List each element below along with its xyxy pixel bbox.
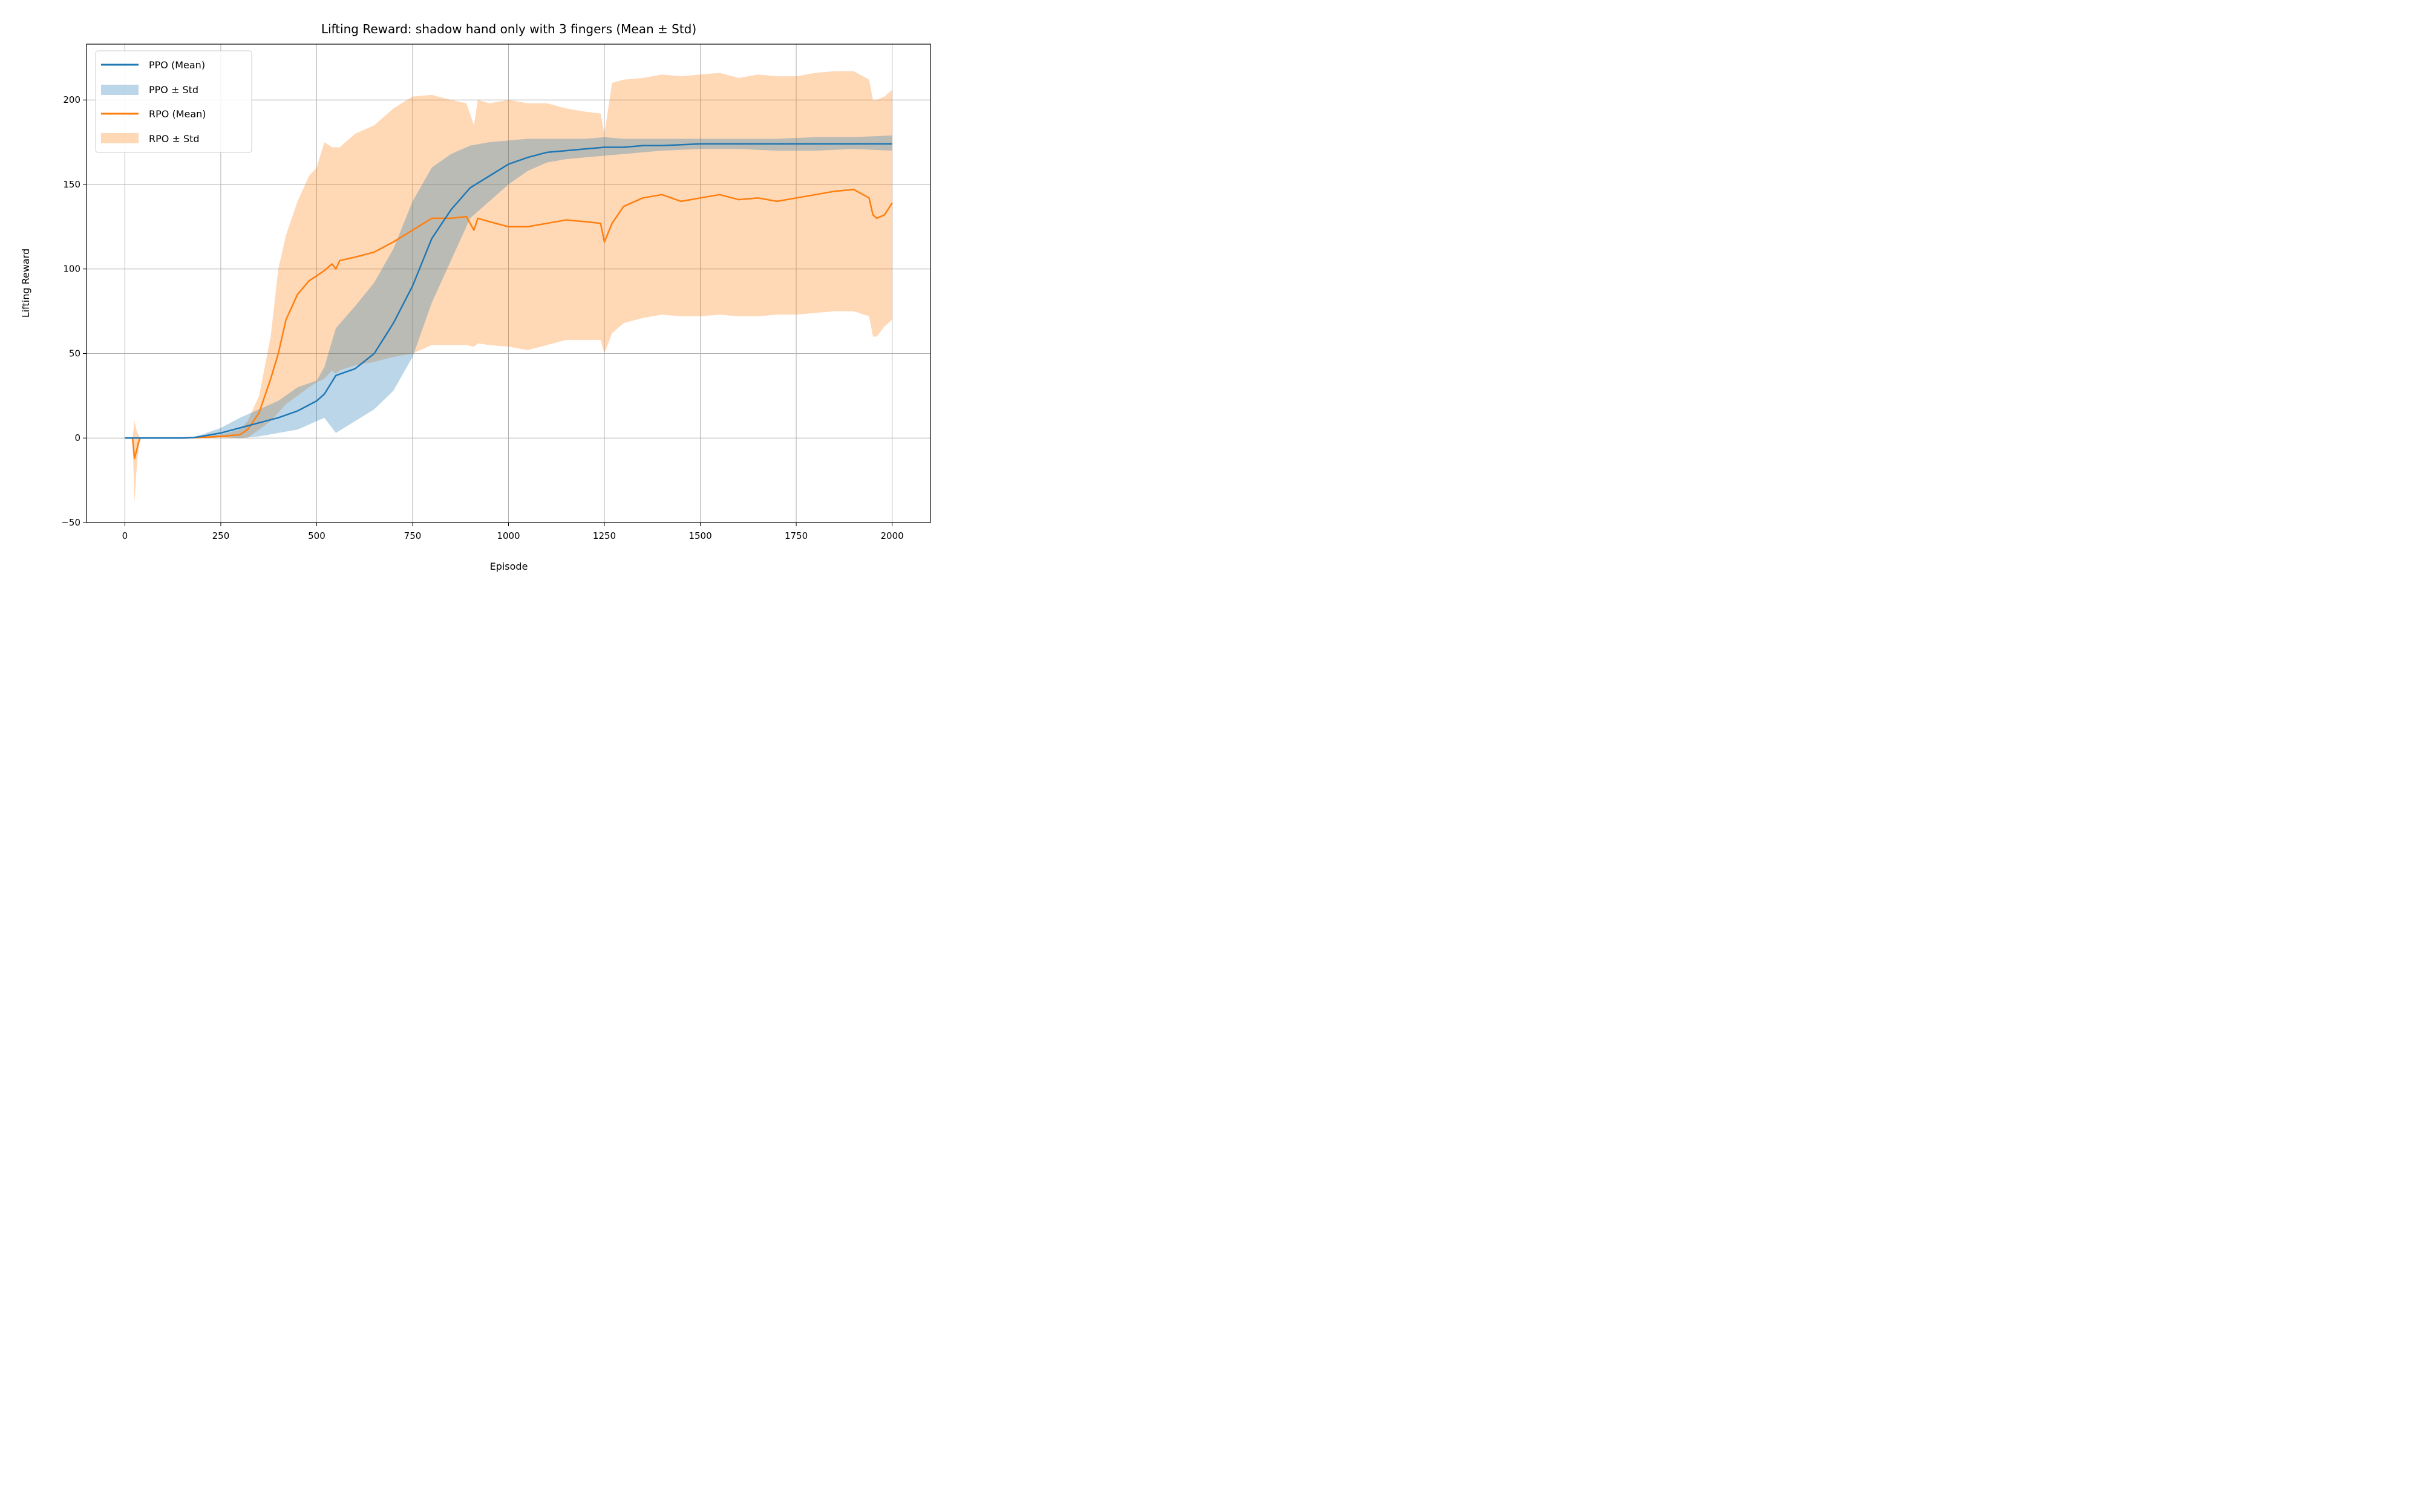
y-axis-label: Lifting Reward [20,249,31,318]
x-tick-label: 1750 [785,530,808,541]
std-bands [125,71,892,503]
x-tick-label: 1250 [593,530,616,541]
legend-label-rpo-std: RPO ± Std [149,133,200,145]
legend-label-ppo-mean: PPO (Mean) [149,59,205,71]
legend: PPO (Mean) PPO ± Std RPO (Mean) RPO ± St… [95,50,252,153]
y-tick-label: 50 [69,348,80,359]
line-ppo-mean [125,143,892,439]
x-tick-label: 1000 [497,530,520,541]
line-rpo-mean [125,189,893,460]
x-tick-label: 250 [212,530,230,541]
legend-label-rpo-mean: RPO (Mean) [149,108,206,120]
legend-frame [95,50,252,153]
legend-swatch-ppo-std [101,85,139,95]
mean-lines [125,143,893,460]
y-axis-ticks: −50 0 50 100 150 200 [61,94,87,528]
x-axis-label: Episode [490,561,528,572]
x-tick-label: 500 [308,530,325,541]
band-rpo [125,71,892,503]
y-tick-label: 150 [63,179,80,190]
x-tick-label: 0 [122,530,128,541]
x-tick-label: 1500 [688,530,711,541]
y-tick-label: 100 [63,264,80,275]
x-axis-ticks: 0 250 500 750 1000 1250 1500 1750 2000 [122,523,904,541]
x-tick-label: 2000 [880,530,903,541]
y-tick-label: −50 [61,517,80,528]
chart: Lifting Reward: shadow hand only with 3 … [0,0,941,588]
y-tick-label: 200 [63,94,80,105]
legend-label-ppo-std: PPO ± Std [149,84,198,96]
y-tick-label: 0 [74,432,80,443]
chart-title: Lifting Reward: shadow hand only with 3 … [321,22,696,36]
x-tick-label: 750 [404,530,422,541]
legend-swatch-rpo-std [101,133,139,143]
